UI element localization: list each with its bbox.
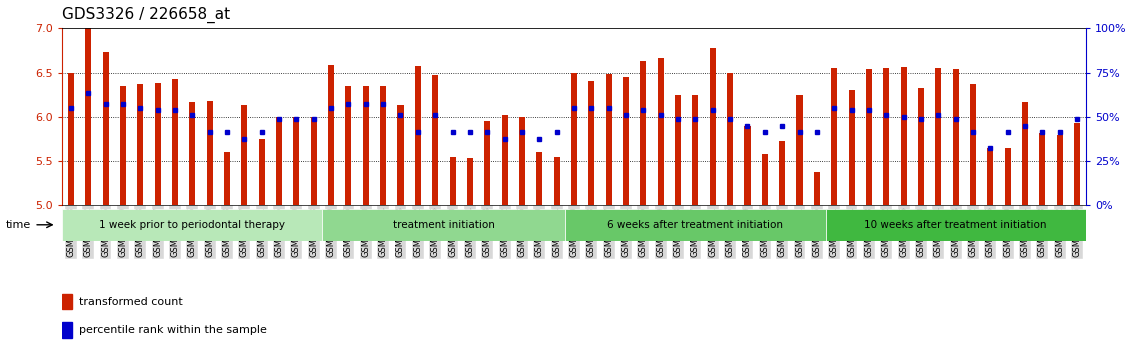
Bar <box>779 141 785 205</box>
Bar <box>1039 133 1045 205</box>
Bar <box>120 86 126 205</box>
Bar <box>276 117 282 205</box>
Bar <box>501 115 508 205</box>
Bar <box>85 28 92 205</box>
Bar <box>189 102 196 205</box>
Bar <box>62 209 322 241</box>
Bar <box>293 117 300 205</box>
Bar <box>553 157 560 205</box>
Bar <box>675 95 681 205</box>
Bar <box>918 88 924 205</box>
Bar <box>826 209 1086 241</box>
Bar <box>380 86 386 205</box>
Bar <box>1056 135 1063 205</box>
Bar <box>432 75 438 205</box>
Bar <box>987 148 993 205</box>
Bar <box>883 68 889 205</box>
Bar <box>900 67 907 205</box>
Bar <box>762 154 768 205</box>
Bar <box>449 157 456 205</box>
Bar <box>311 117 317 205</box>
Bar <box>1074 123 1080 205</box>
Text: transformed count: transformed count <box>79 297 183 307</box>
Bar <box>62 322 72 338</box>
Bar <box>935 68 941 205</box>
Bar <box>241 105 248 205</box>
Bar <box>831 68 837 205</box>
Text: 1 week prior to periodontal therapy: 1 week prior to periodontal therapy <box>100 220 285 230</box>
Bar <box>103 52 109 205</box>
Bar <box>519 117 525 205</box>
Text: GDS3326 / 226658_at: GDS3326 / 226658_at <box>62 7 231 23</box>
Bar <box>415 67 421 205</box>
Bar <box>744 126 751 205</box>
Bar <box>814 172 820 205</box>
Bar <box>1004 148 1011 205</box>
Bar <box>566 209 826 241</box>
Text: time: time <box>6 220 31 230</box>
Bar <box>536 152 543 205</box>
Bar <box>848 90 855 205</box>
Bar <box>605 74 612 205</box>
Bar <box>397 105 404 205</box>
Bar <box>322 209 566 241</box>
Bar <box>345 86 352 205</box>
Bar <box>970 84 976 205</box>
Bar <box>62 294 72 309</box>
Bar <box>68 73 74 205</box>
Bar <box>640 61 647 205</box>
Bar <box>259 139 265 205</box>
Bar <box>658 58 664 205</box>
Bar <box>467 159 473 205</box>
Bar <box>328 65 334 205</box>
Text: 6 weeks after treatment initiation: 6 weeks after treatment initiation <box>607 220 784 230</box>
Bar <box>172 79 178 205</box>
Bar <box>692 95 699 205</box>
Text: treatment initiation: treatment initiation <box>392 220 494 230</box>
Bar <box>710 48 716 205</box>
Bar <box>588 81 595 205</box>
Bar <box>727 73 733 205</box>
Bar <box>1022 102 1028 205</box>
Bar <box>484 121 490 205</box>
Bar <box>137 84 144 205</box>
Text: 10 weeks after treatment initiation: 10 weeks after treatment initiation <box>864 220 1047 230</box>
Bar <box>796 95 803 205</box>
Bar <box>207 101 213 205</box>
Bar <box>155 83 161 205</box>
Bar <box>866 69 872 205</box>
Text: percentile rank within the sample: percentile rank within the sample <box>79 325 267 335</box>
Bar <box>571 73 577 205</box>
Bar <box>952 69 959 205</box>
Bar <box>224 152 230 205</box>
Bar <box>623 77 629 205</box>
Bar <box>363 86 369 205</box>
